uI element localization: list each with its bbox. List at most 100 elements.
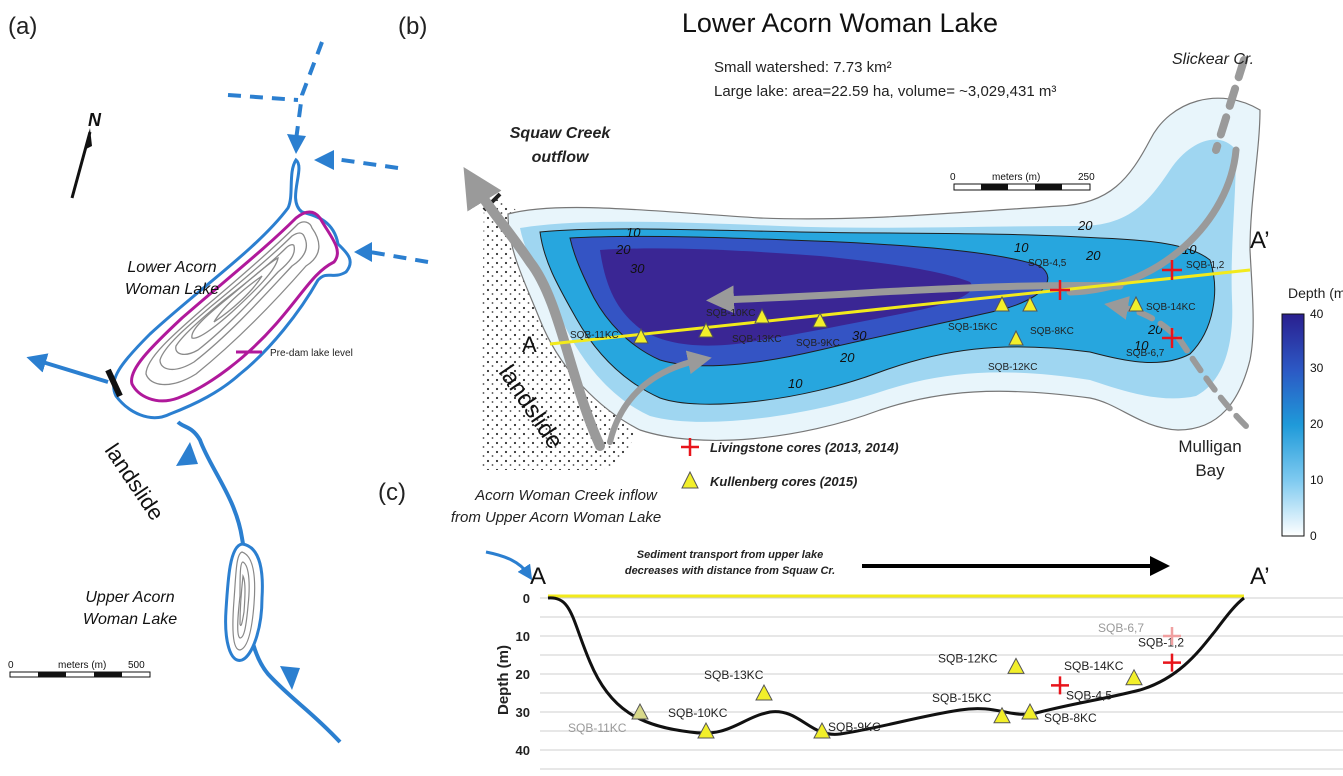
panel-b-label: (b) bbox=[398, 13, 427, 40]
profile-core-marker bbox=[813, 721, 831, 739]
scale-a-max: 500 bbox=[128, 660, 145, 671]
core-marker-sqb-13kc bbox=[754, 307, 770, 324]
panel-c: (c) Acorn Woman Creek inflow from Upper … bbox=[378, 479, 1343, 770]
scale-bar-a: 0 meters (m) 500 bbox=[8, 660, 151, 678]
profile-core-marker bbox=[1163, 653, 1181, 672]
core-label-sqb-15kc: SQB-15KC bbox=[948, 322, 997, 333]
profile-core-markers: SQB-11KC SQB-10KC SQB-13KC SQB-9KC SQB-15KC S… bbox=[568, 621, 1184, 739]
profile-core-marker bbox=[755, 683, 773, 701]
contour-label: 20 bbox=[1077, 218, 1093, 233]
core-marker-sqb-6-7 bbox=[1162, 328, 1182, 348]
scale-b-label: meters (m) bbox=[992, 172, 1040, 183]
profile-core-label: SQB-8KC bbox=[1044, 711, 1097, 725]
transect-end-label: A’ bbox=[1250, 227, 1270, 254]
core-marker-sqb-8kc bbox=[1022, 295, 1038, 312]
squaw-creek-label-line1: Squaw Creek bbox=[510, 125, 612, 142]
profile-core-label: SQB-1,2 bbox=[1138, 636, 1184, 650]
profile-core-label: SQB-14KC bbox=[1064, 659, 1124, 673]
panel-c-label: (c) bbox=[378, 479, 406, 506]
core-marker-sqb-11kc bbox=[633, 327, 649, 344]
core-label-sqb-1-2: SQB-1,2 bbox=[1186, 260, 1225, 271]
contour-label: 30 bbox=[852, 328, 867, 343]
lower-lake-contours bbox=[145, 221, 320, 386]
profile-core-marker bbox=[993, 706, 1011, 724]
core-marker-sqb-15kc bbox=[994, 295, 1010, 312]
profile-ytick: 30 bbox=[516, 705, 530, 720]
depth-colorbar: Depth (m) 40 30 20 10 0 bbox=[1281, 285, 1343, 543]
profile-axis: Depth (m) 0 10 20 30 40 bbox=[495, 591, 1343, 770]
profile-core-marker bbox=[1021, 702, 1039, 720]
depth-tick: 30 bbox=[1310, 361, 1324, 375]
contour-label: 30 bbox=[630, 261, 645, 276]
profile-core-label: SQB-6,7 bbox=[1098, 621, 1144, 635]
profile-core-marker bbox=[697, 721, 715, 739]
contour-label: 10 bbox=[626, 225, 641, 240]
core-label-sqb-14kc: SQB-14KC bbox=[1146, 302, 1195, 313]
profile-core-marker bbox=[1007, 657, 1025, 674]
transport-note-line1: Sediment transport from upper lake bbox=[637, 549, 823, 561]
inflow-arrow bbox=[485, 550, 533, 581]
inflow-label-line1: Acorn Woman Creek inflow bbox=[474, 487, 658, 504]
transect-line bbox=[549, 268, 1251, 346]
core-marker-sqb-4-5 bbox=[1050, 280, 1070, 300]
depth-tick: 0 bbox=[1310, 529, 1317, 543]
core-label-sqb-10kc: SQB-10KC bbox=[706, 308, 755, 319]
squaw-creek-label-line2: outflow bbox=[532, 149, 590, 166]
profile-ytick: 40 bbox=[516, 743, 530, 758]
mulligan-bay-label-line1: Mulligan bbox=[1178, 437, 1241, 456]
livingstone-markers bbox=[1050, 260, 1182, 348]
profile-core-label: SQB-10KC bbox=[668, 706, 728, 720]
depth-tick: 40 bbox=[1310, 307, 1324, 321]
upper-lake-label-line2: Woman Lake bbox=[83, 611, 177, 628]
lake-bed-profile bbox=[547, 596, 1245, 736]
lower-lake-label-line1: Lower Acorn bbox=[127, 259, 216, 276]
lower-lake-label-line2: Woman Lake bbox=[125, 281, 219, 298]
transect-start-label: A bbox=[522, 332, 537, 357]
north-label: N bbox=[88, 110, 102, 130]
outflow-arrow bbox=[26, 353, 109, 384]
transport-note-line2: decreases with distance from Squaw Cr. bbox=[625, 565, 835, 577]
profile-start-label: A bbox=[530, 563, 546, 590]
core-label-sqb-8kc: SQB-8KC bbox=[1030, 326, 1074, 337]
upper-lake-label-line1: Upper Acorn bbox=[85, 589, 174, 606]
core-marker-sqb-10kc bbox=[698, 321, 714, 338]
depth-colorbar-title: Depth (m) bbox=[1288, 285, 1343, 301]
contour-label: 20 bbox=[615, 242, 631, 257]
pre-dam-legend-label: Pre-dam lake level bbox=[270, 348, 353, 359]
panel-b: (b) Lower Acorn Woman Lake Small watersh… bbox=[398, 8, 1343, 543]
profile-core-label: SQB-13KC bbox=[704, 668, 764, 682]
core-label-sqb-11kc: SQB-11KC bbox=[570, 330, 619, 341]
core-marker-sqb-1-2 bbox=[1162, 260, 1182, 280]
core-label-sqb-4-5: SQB-4,5 bbox=[1028, 258, 1067, 269]
depth-tick: 20 bbox=[1310, 417, 1324, 431]
core-label-sqb-6-7: SQB-6,7 bbox=[1126, 348, 1165, 359]
profile-ytick: 10 bbox=[516, 629, 530, 644]
inflow-streams bbox=[227, 41, 429, 264]
profile-ytick: 0 bbox=[523, 591, 530, 606]
livingstone-legend-label: Livingstone cores (2013, 2014) bbox=[710, 440, 899, 455]
flow-arrows bbox=[463, 56, 1249, 451]
lake-area-info: Large lake: area=22.59 ha, volume= ~3,02… bbox=[714, 83, 1056, 100]
profile-core-label: SQB-15KC bbox=[932, 691, 992, 705]
profile-core-marker bbox=[1163, 627, 1181, 645]
kullenberg-legend-icon bbox=[681, 470, 699, 489]
profile-ytick: 20 bbox=[516, 667, 530, 682]
profile-end-label: A’ bbox=[1250, 563, 1270, 590]
panel-b-title: Lower Acorn Woman Lake bbox=[682, 8, 998, 38]
core-marker-sqb-12kc bbox=[1008, 329, 1024, 346]
profile-core-label: SQB-4,5 bbox=[1066, 688, 1112, 702]
profile-core-label: SQB-11KC bbox=[568, 721, 627, 735]
landslide-label-a: landslide bbox=[100, 439, 169, 525]
dam-marker bbox=[105, 368, 123, 398]
upper-lake-contours bbox=[232, 551, 256, 651]
scale-b-min: 0 bbox=[950, 172, 956, 183]
inflow-label-line2: from Upper Acorn Woman Lake bbox=[451, 509, 661, 526]
scale-b-max: 250 bbox=[1078, 172, 1095, 183]
contour-label: 10 bbox=[788, 376, 803, 391]
contour-label: 10 bbox=[1014, 240, 1029, 255]
kullenberg-markers bbox=[633, 295, 1144, 346]
watershed-info: Small watershed: 7.73 km² bbox=[714, 59, 892, 76]
panel-a: (a) N bbox=[8, 13, 429, 744]
profile-ylabel: Depth (m) bbox=[495, 645, 512, 715]
